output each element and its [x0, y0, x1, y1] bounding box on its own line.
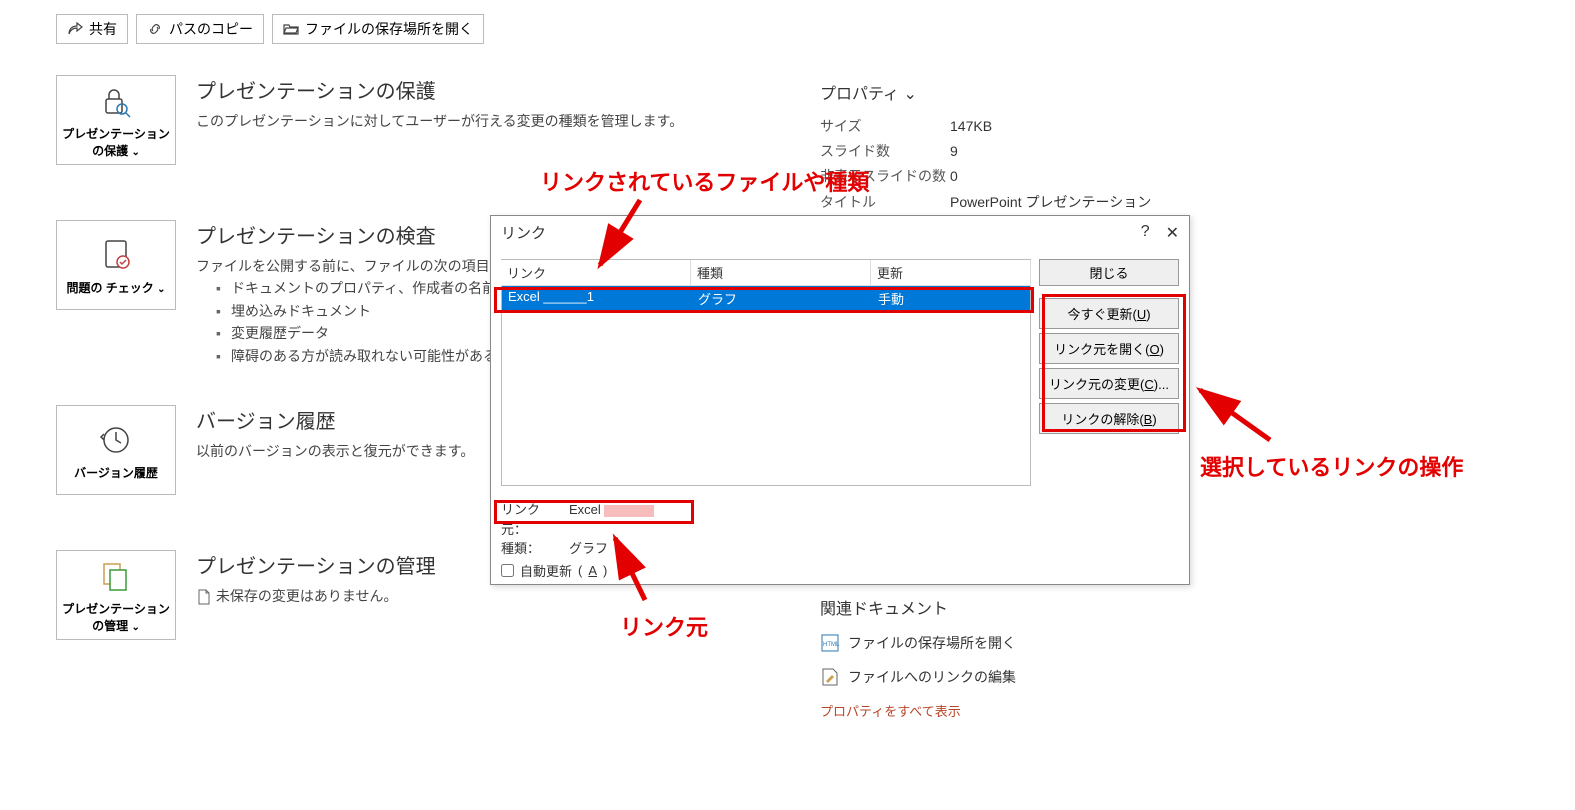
history-desc: 以前のバージョンの表示と復元ができます。	[196, 440, 474, 462]
section-protect: プレゼンテーションの保護 ⌄ プレゼンテーションの保護 このプレゼンテーションに…	[56, 75, 683, 165]
check-issues-button[interactable]: 問題の チェック ⌄	[56, 220, 176, 310]
prop-label: 非表示スライドの数	[820, 164, 950, 189]
list-body[interactable]: Excel ______1 グラフ 手動	[501, 286, 1031, 486]
prop-label: スライド数	[820, 139, 950, 164]
inspect-item: 埋め込みドキュメント	[216, 300, 532, 322]
copy-path-label: パスのコピー	[169, 19, 253, 39]
annotation-link-ops: 選択しているリンクの操作	[1200, 450, 1463, 482]
update-now-button[interactable]: 今すぐ更新(U)	[1039, 298, 1179, 329]
history-title: バージョン履歴	[196, 405, 474, 434]
list-row[interactable]: Excel ______1 グラフ 手動	[502, 286, 1030, 311]
change-source-button[interactable]: リンク元の変更(C)...	[1039, 368, 1179, 399]
prop-label: サイズ	[820, 114, 950, 139]
protect-presentation-button[interactable]: プレゼンテーションの保護 ⌄	[56, 75, 176, 165]
annotation-source: リンク元	[620, 610, 708, 642]
cell-link: Excel ______1	[502, 286, 692, 311]
links-dialog: リンク ? ✕ リンク 種類 更新 Excel ______1 グラフ 手動 閉…	[490, 215, 1190, 585]
dialog-footer: リンク元： Excel 種類： グラフ 自動更新(A)	[491, 496, 1189, 590]
links-list-area: リンク 種類 更新 Excel ______1 グラフ 手動	[501, 259, 1031, 486]
top-toolbar: 共有 パスのコピー ファイルの保存場所を開く	[56, 14, 484, 44]
protect-desc: このプレゼンテーションに対してユーザーが行える変更の種類を管理します。	[196, 110, 683, 132]
html-file-icon: HTML	[820, 633, 840, 653]
arrow-2	[1190, 380, 1280, 450]
close-icon[interactable]: ✕	[1166, 223, 1179, 243]
share-label: 共有	[89, 19, 117, 39]
col-type[interactable]: 種類	[691, 260, 871, 286]
history-body: バージョン履歴 以前のバージョンの表示と復元ができます。	[196, 405, 474, 462]
section-history: バージョン履歴 バージョン履歴 以前のバージョンの表示と復元ができます。	[56, 405, 474, 495]
prop-row-size: サイズ 147KB	[820, 114, 1151, 139]
share-button[interactable]: 共有	[56, 14, 128, 44]
prop-value: 9	[950, 139, 958, 164]
folder-open-icon	[283, 21, 299, 37]
inspect-title: プレゼンテーションの検査	[196, 220, 532, 249]
manage-body: プレゼンテーションの管理 未保存の変更はありません。	[196, 550, 436, 607]
protect-btn-label: プレゼンテーションの保護 ⌄	[61, 125, 171, 159]
col-link[interactable]: リンク	[501, 260, 691, 286]
open-location-button[interactable]: ファイルの保存場所を開く	[272, 14, 484, 44]
prop-row-slides: スライド数 9	[820, 139, 1151, 164]
type-value: グラフ	[569, 539, 608, 559]
prop-value: PowerPoint プレゼンテーション	[950, 190, 1151, 215]
auto-update-input[interactable]	[501, 564, 514, 577]
share-icon	[67, 21, 83, 37]
help-button[interactable]: ?	[1141, 223, 1150, 243]
prop-row-hidden: 非表示スライドの数 0	[820, 164, 1151, 189]
properties-panel: プロパティ ⌄ サイズ 147KB スライド数 9 非表示スライドの数 0 タイ…	[820, 80, 1151, 215]
edit-links-icon	[820, 667, 840, 687]
section-inspect: 問題の チェック ⌄ プレゼンテーションの検査 ファイルを公開する前に、ファイル…	[56, 220, 532, 367]
col-update[interactable]: 更新	[871, 260, 1031, 286]
open-loc-label: ファイルの保存場所を開く	[848, 633, 1016, 653]
break-link-button[interactable]: リンクの解除(B)	[1039, 403, 1179, 434]
svg-text:HTML: HTML	[823, 642, 840, 648]
check-document-icon	[96, 235, 136, 275]
dialog-buttons: 閉じる 今すぐ更新(U) リンク元を開く(O) リンク元の変更(C)... リン…	[1039, 259, 1179, 486]
inspect-btn-label: 問題の チェック ⌄	[66, 279, 165, 296]
list-header: リンク 種類 更新	[501, 259, 1031, 286]
auto-update-checkbox[interactable]: 自動更新(A)	[501, 561, 1179, 580]
manage-desc: 未保存の変更はありません。	[196, 585, 436, 607]
properties-header[interactable]: プロパティ ⌄	[820, 80, 1151, 104]
source-value: Excel	[569, 500, 654, 539]
version-history-button[interactable]: バージョン履歴	[56, 405, 176, 495]
inspect-item: 障碍のある方が読み取れない可能性があるP	[216, 345, 532, 367]
dialog-titlebar: リンク ? ✕	[491, 216, 1189, 249]
manage-btn-label: プレゼンテーションの管理 ⌄	[61, 600, 171, 634]
document-icon	[196, 589, 212, 605]
inspect-body: プレゼンテーションの検査 ファイルを公開する前に、ファイルの次の項目を確認 ドキ…	[196, 220, 532, 367]
inspect-item: ドキュメントのプロパティ、作成者の名前	[216, 277, 532, 299]
related-header: 関連ドキュメント	[820, 595, 1016, 619]
protect-body: プレゼンテーションの保護 このプレゼンテーションに対してユーザーが行える変更の種…	[196, 75, 683, 132]
manage-title: プレゼンテーションの管理	[196, 550, 436, 579]
open-location-label: ファイルの保存場所を開く	[305, 19, 473, 39]
protect-title: プレゼンテーションの保護	[196, 75, 683, 104]
close-button[interactable]: 閉じる	[1039, 259, 1179, 286]
prop-label: タイトル	[820, 190, 950, 215]
related-docs: 関連ドキュメント HTML ファイルの保存場所を開く ファイルへのリンクの編集 …	[820, 595, 1016, 720]
manage-presentation-button[interactable]: プレゼンテーションの管理 ⌄	[56, 550, 176, 640]
lock-search-icon	[96, 81, 136, 121]
open-source-button[interactable]: リンク元を開く(O)	[1039, 333, 1179, 364]
history-icon	[96, 420, 136, 460]
cell-type: グラフ	[692, 286, 872, 311]
link-icon	[147, 21, 163, 37]
history-btn-label: バージョン履歴	[74, 464, 158, 481]
dialog-title: リンク	[501, 222, 546, 243]
edit-links-label: ファイルへのリンクの編集	[848, 667, 1016, 687]
prop-row-title: タイトル PowerPoint プレゼンテーション	[820, 190, 1151, 215]
edit-file-links-link[interactable]: ファイルへのリンクの編集	[820, 667, 1016, 687]
prop-value: 0	[950, 164, 958, 189]
inspect-desc: ファイルを公開する前に、ファイルの次の項目を確認	[196, 255, 532, 277]
inspect-list: ドキュメントのプロパティ、作成者の名前 埋め込みドキュメント 変更履歴データ 障…	[196, 277, 532, 367]
source-label: リンク元：	[501, 500, 561, 539]
prop-value: 147KB	[950, 114, 992, 139]
open-file-location-link[interactable]: HTML ファイルの保存場所を開く	[820, 633, 1016, 653]
section-manage: プレゼンテーションの管理 ⌄ プレゼンテーションの管理 未保存の変更はありません…	[56, 550, 436, 640]
copy-path-button[interactable]: パスのコピー	[136, 14, 264, 44]
inspect-item: 変更履歴データ	[216, 322, 532, 344]
show-all-props-link[interactable]: プロパティをすべて表示	[820, 701, 1016, 720]
cell-update: 手動	[872, 286, 1030, 311]
type-label: 種類：	[501, 539, 561, 559]
manage-doc-icon	[96, 556, 136, 596]
